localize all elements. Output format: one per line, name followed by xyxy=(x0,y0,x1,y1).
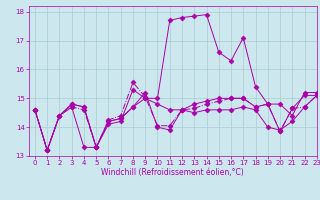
X-axis label: Windchill (Refroidissement éolien,°C): Windchill (Refroidissement éolien,°C) xyxy=(101,168,244,177)
